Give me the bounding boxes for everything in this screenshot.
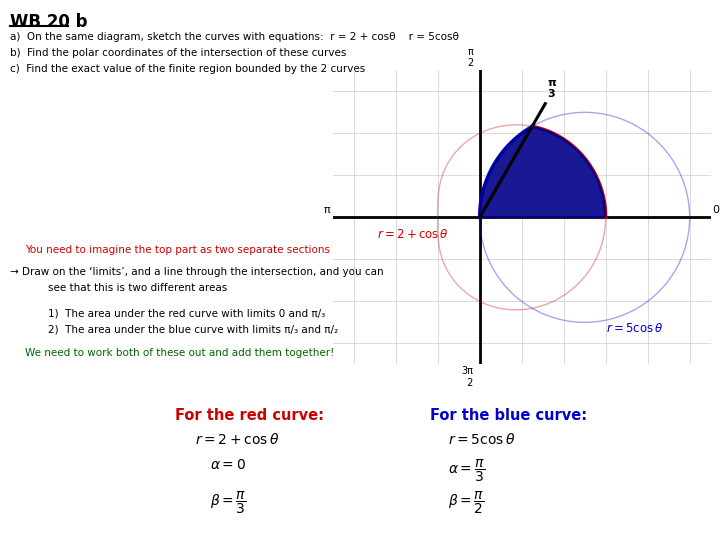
Text: $r = 5\cos\theta$: $r = 5\cos\theta$ <box>448 432 516 447</box>
Text: 0: 0 <box>713 205 720 215</box>
Text: $r = 2 + \cos\theta$: $r = 2 + \cos\theta$ <box>377 228 449 241</box>
Text: c)  Find the exact value of the finite region bounded by the 2 curves: c) Find the exact value of the finite re… <box>10 64 365 74</box>
Text: → Draw on the ‘limits’, and a line through the intersection, and you can: → Draw on the ‘limits’, and a line throu… <box>10 267 384 277</box>
Text: $\alpha = \dfrac{\pi}{3}$: $\alpha = \dfrac{\pi}{3}$ <box>448 458 485 484</box>
Text: 3π
 2: 3π 2 <box>462 367 473 388</box>
Text: π: π <box>324 205 330 215</box>
Text: You need to imagine the top part as two separate sections: You need to imagine the top part as two … <box>25 245 330 255</box>
Text: $r = 2 + \cos\theta$: $r = 2 + \cos\theta$ <box>195 432 279 447</box>
Text: 2)  The area under the blue curve with limits π/₃ and π/₂: 2) The area under the blue curve with li… <box>48 324 338 334</box>
Polygon shape <box>480 126 606 217</box>
Text: π
2: π 2 <box>467 46 473 68</box>
Text: see that this is two different areas: see that this is two different areas <box>48 283 228 293</box>
Text: b)  Find the polar coordinates of the intersection of these curves: b) Find the polar coordinates of the int… <box>10 48 346 58</box>
Text: We need to work both of these out and add them together!: We need to work both of these out and ad… <box>25 348 334 358</box>
Text: 1)  The area under the red curve with limits 0 and π/₃: 1) The area under the red curve with lim… <box>48 308 325 318</box>
Text: For the blue curve:: For the blue curve: <box>430 408 587 423</box>
Text: $\beta = \dfrac{\pi}{2}$: $\beta = \dfrac{\pi}{2}$ <box>448 490 485 516</box>
Text: For the red curve:: For the red curve: <box>175 408 324 423</box>
Text: $r = 5\cos\theta$: $r = 5\cos\theta$ <box>606 322 664 335</box>
Text: WB 20 b: WB 20 b <box>10 13 88 31</box>
Text: $\beta = \dfrac{\pi}{3}$: $\beta = \dfrac{\pi}{3}$ <box>210 490 247 516</box>
Text: a)  On the same diagram, sketch the curves with equations:  r = 2 + cosθ    r = : a) On the same diagram, sketch the curve… <box>10 32 459 42</box>
Text: π
3: π 3 <box>547 78 556 99</box>
Text: $\alpha = 0$: $\alpha = 0$ <box>210 458 246 472</box>
